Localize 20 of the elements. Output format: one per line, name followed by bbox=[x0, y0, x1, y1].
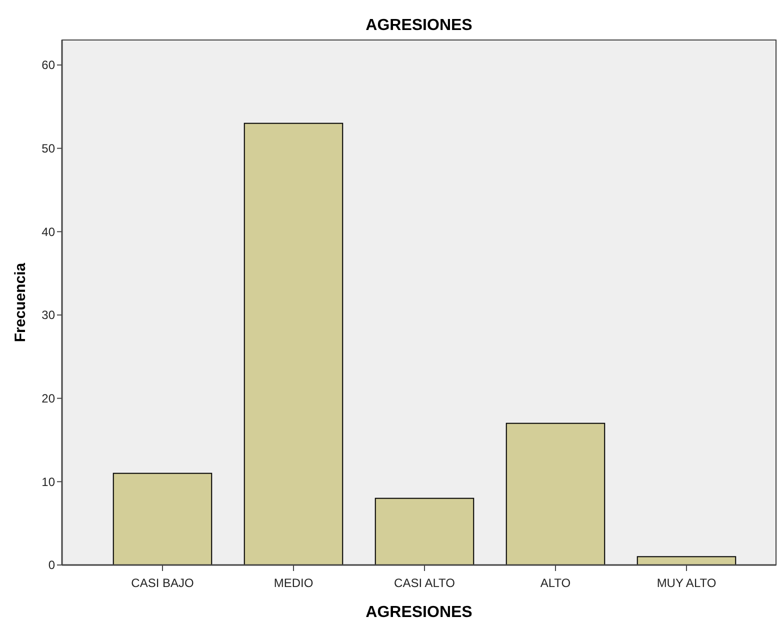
y-tick-label: 50 bbox=[42, 142, 56, 156]
chart-title: AGRESIONES bbox=[366, 17, 473, 34]
y-tick-label: 60 bbox=[42, 58, 56, 72]
y-tick-label: 10 bbox=[42, 474, 56, 489]
x-tick-label: MEDIO bbox=[274, 576, 314, 590]
y-axis-title: Frecuencia bbox=[12, 262, 29, 342]
x-tick-label: CASI BAJO bbox=[131, 576, 194, 590]
x-tick-label: ALTO bbox=[540, 576, 571, 590]
y-tick-label: 40 bbox=[42, 224, 56, 239]
x-axis-title: AGRESIONES bbox=[366, 604, 473, 620]
bar bbox=[506, 422, 606, 566]
bar bbox=[244, 122, 344, 566]
y-tick-label: 30 bbox=[42, 308, 56, 322]
bar bbox=[374, 498, 474, 566]
x-tick-label: MUY ALTO bbox=[656, 576, 716, 590]
bar bbox=[112, 472, 212, 566]
y-tick-label: 0 bbox=[48, 558, 56, 572]
y-tick-label: 20 bbox=[42, 392, 56, 406]
bar bbox=[636, 556, 736, 566]
x-tick-label: CASI ALTO bbox=[394, 576, 455, 590]
